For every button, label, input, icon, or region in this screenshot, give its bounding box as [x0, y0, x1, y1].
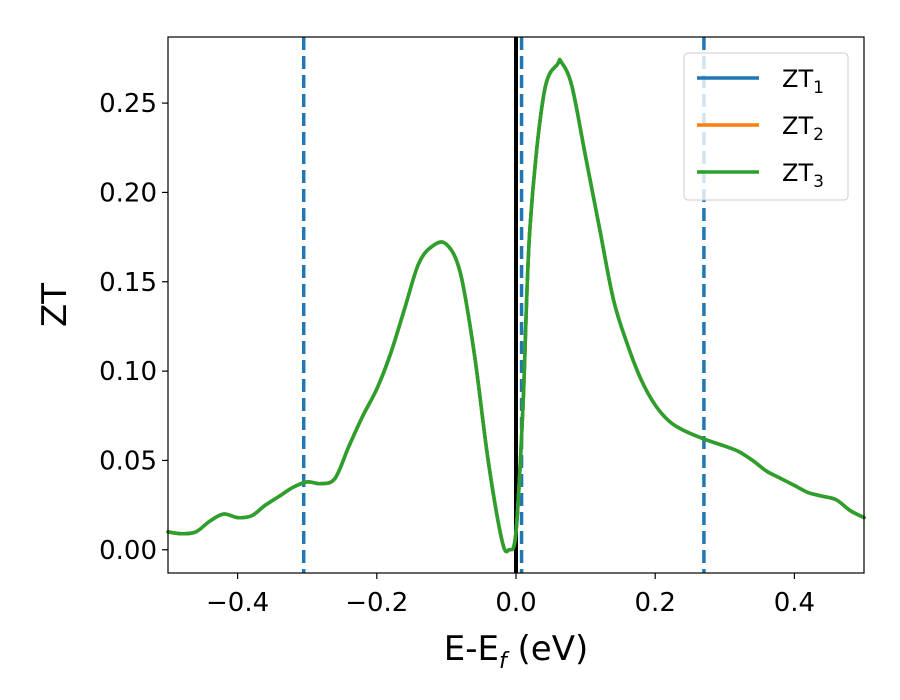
x-axis-label-suffix: (eV)	[507, 629, 589, 669]
x-tick-label: −0.4	[206, 588, 269, 618]
series-line-zt3	[166, 57, 866, 554]
legend-label-zt1: ZT1	[782, 65, 824, 98]
vertical-reference-lines	[301, 37, 706, 573]
legend: ZT1 ZT2 ZT3	[683, 52, 849, 201]
x-tick-label: 0.2	[635, 588, 676, 618]
plot-area	[166, 36, 866, 574]
legend-box	[683, 52, 849, 201]
y-tick-label: 0.10	[99, 357, 157, 387]
x-tick-label: 0.0	[495, 588, 536, 618]
x-axis-label-sub: f	[499, 649, 510, 674]
y-tick-label: 0.20	[99, 178, 157, 208]
x-axis-ticks: −0.4 −0.2 0.0 0.2 0.4	[206, 573, 815, 618]
x-tick-label: −0.2	[345, 588, 408, 618]
y-tick-label: 0.05	[99, 446, 157, 476]
x-axis-label: E-Ef (eV)	[444, 629, 589, 674]
series-lines	[166, 57, 866, 554]
y-tick-label: 0.00	[99, 536, 157, 566]
y-axis-ticks: 0.00 0.05 0.10 0.15 0.20 0.25	[99, 89, 168, 566]
legend-label-zt2: ZT2	[782, 112, 824, 145]
y-tick-label: 0.15	[99, 268, 157, 298]
legend-label-zt3: ZT3	[782, 159, 824, 192]
y-axis-label: ZT	[35, 283, 75, 327]
y-tick-label: 0.25	[99, 89, 157, 119]
x-tick-label: 0.4	[774, 588, 815, 618]
x-axis-label-main: E-E	[444, 629, 499, 669]
